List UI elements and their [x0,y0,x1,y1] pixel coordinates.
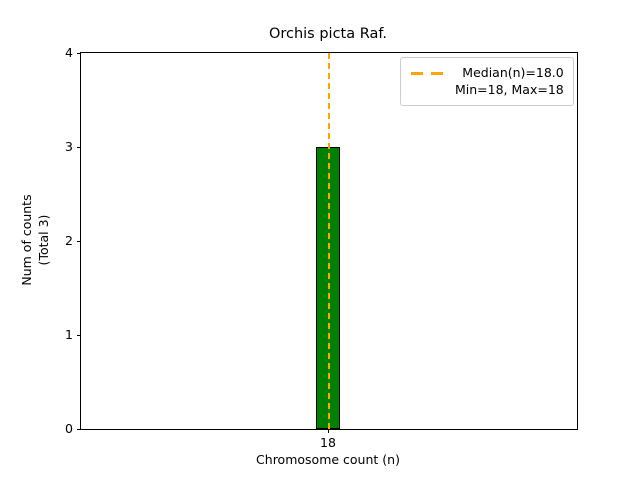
y-tick-label-2: 2 [65,232,73,248]
plot-area: 0 1 2 3 4 18 [65,46,577,449]
legend: Median(n)=18.0 Min=18, Max=18 [400,57,574,106]
y-tick-label-0: 0 [65,420,73,436]
plot-axes: 0 1 2 3 4 18 [65,46,578,449]
legend-dashed-line-icon [410,64,446,81]
legend-labels: Median(n)=18.0 Min=18, Max=18 [455,64,564,98]
y-tick-mark-2 [77,241,81,242]
y-tick-mark-1 [77,335,81,336]
x-tick-mark-18 [328,429,329,433]
y-tick-mark-3 [77,147,81,148]
y-tick-mark-4 [77,53,81,54]
x-tick-label-18: 18 [320,435,336,450]
chart-title: Orchis picta Raf. [268,26,388,42]
y-tick-label-4: 4 [65,44,73,60]
x-axis-label: Chromosome count (n) [256,452,400,467]
y-tick-label-1: 1 [65,326,73,342]
y-tick-label-3: 3 [65,138,73,154]
y-tick-mark-0 [77,429,81,430]
y-axis-label: Num of counts (Total 3) [19,194,51,286]
median-line [328,53,330,429]
legend-entry-minmax: Min=18, Max=18 [455,82,564,97]
legend-entry-median: Median(n)=18.0 [462,65,564,80]
